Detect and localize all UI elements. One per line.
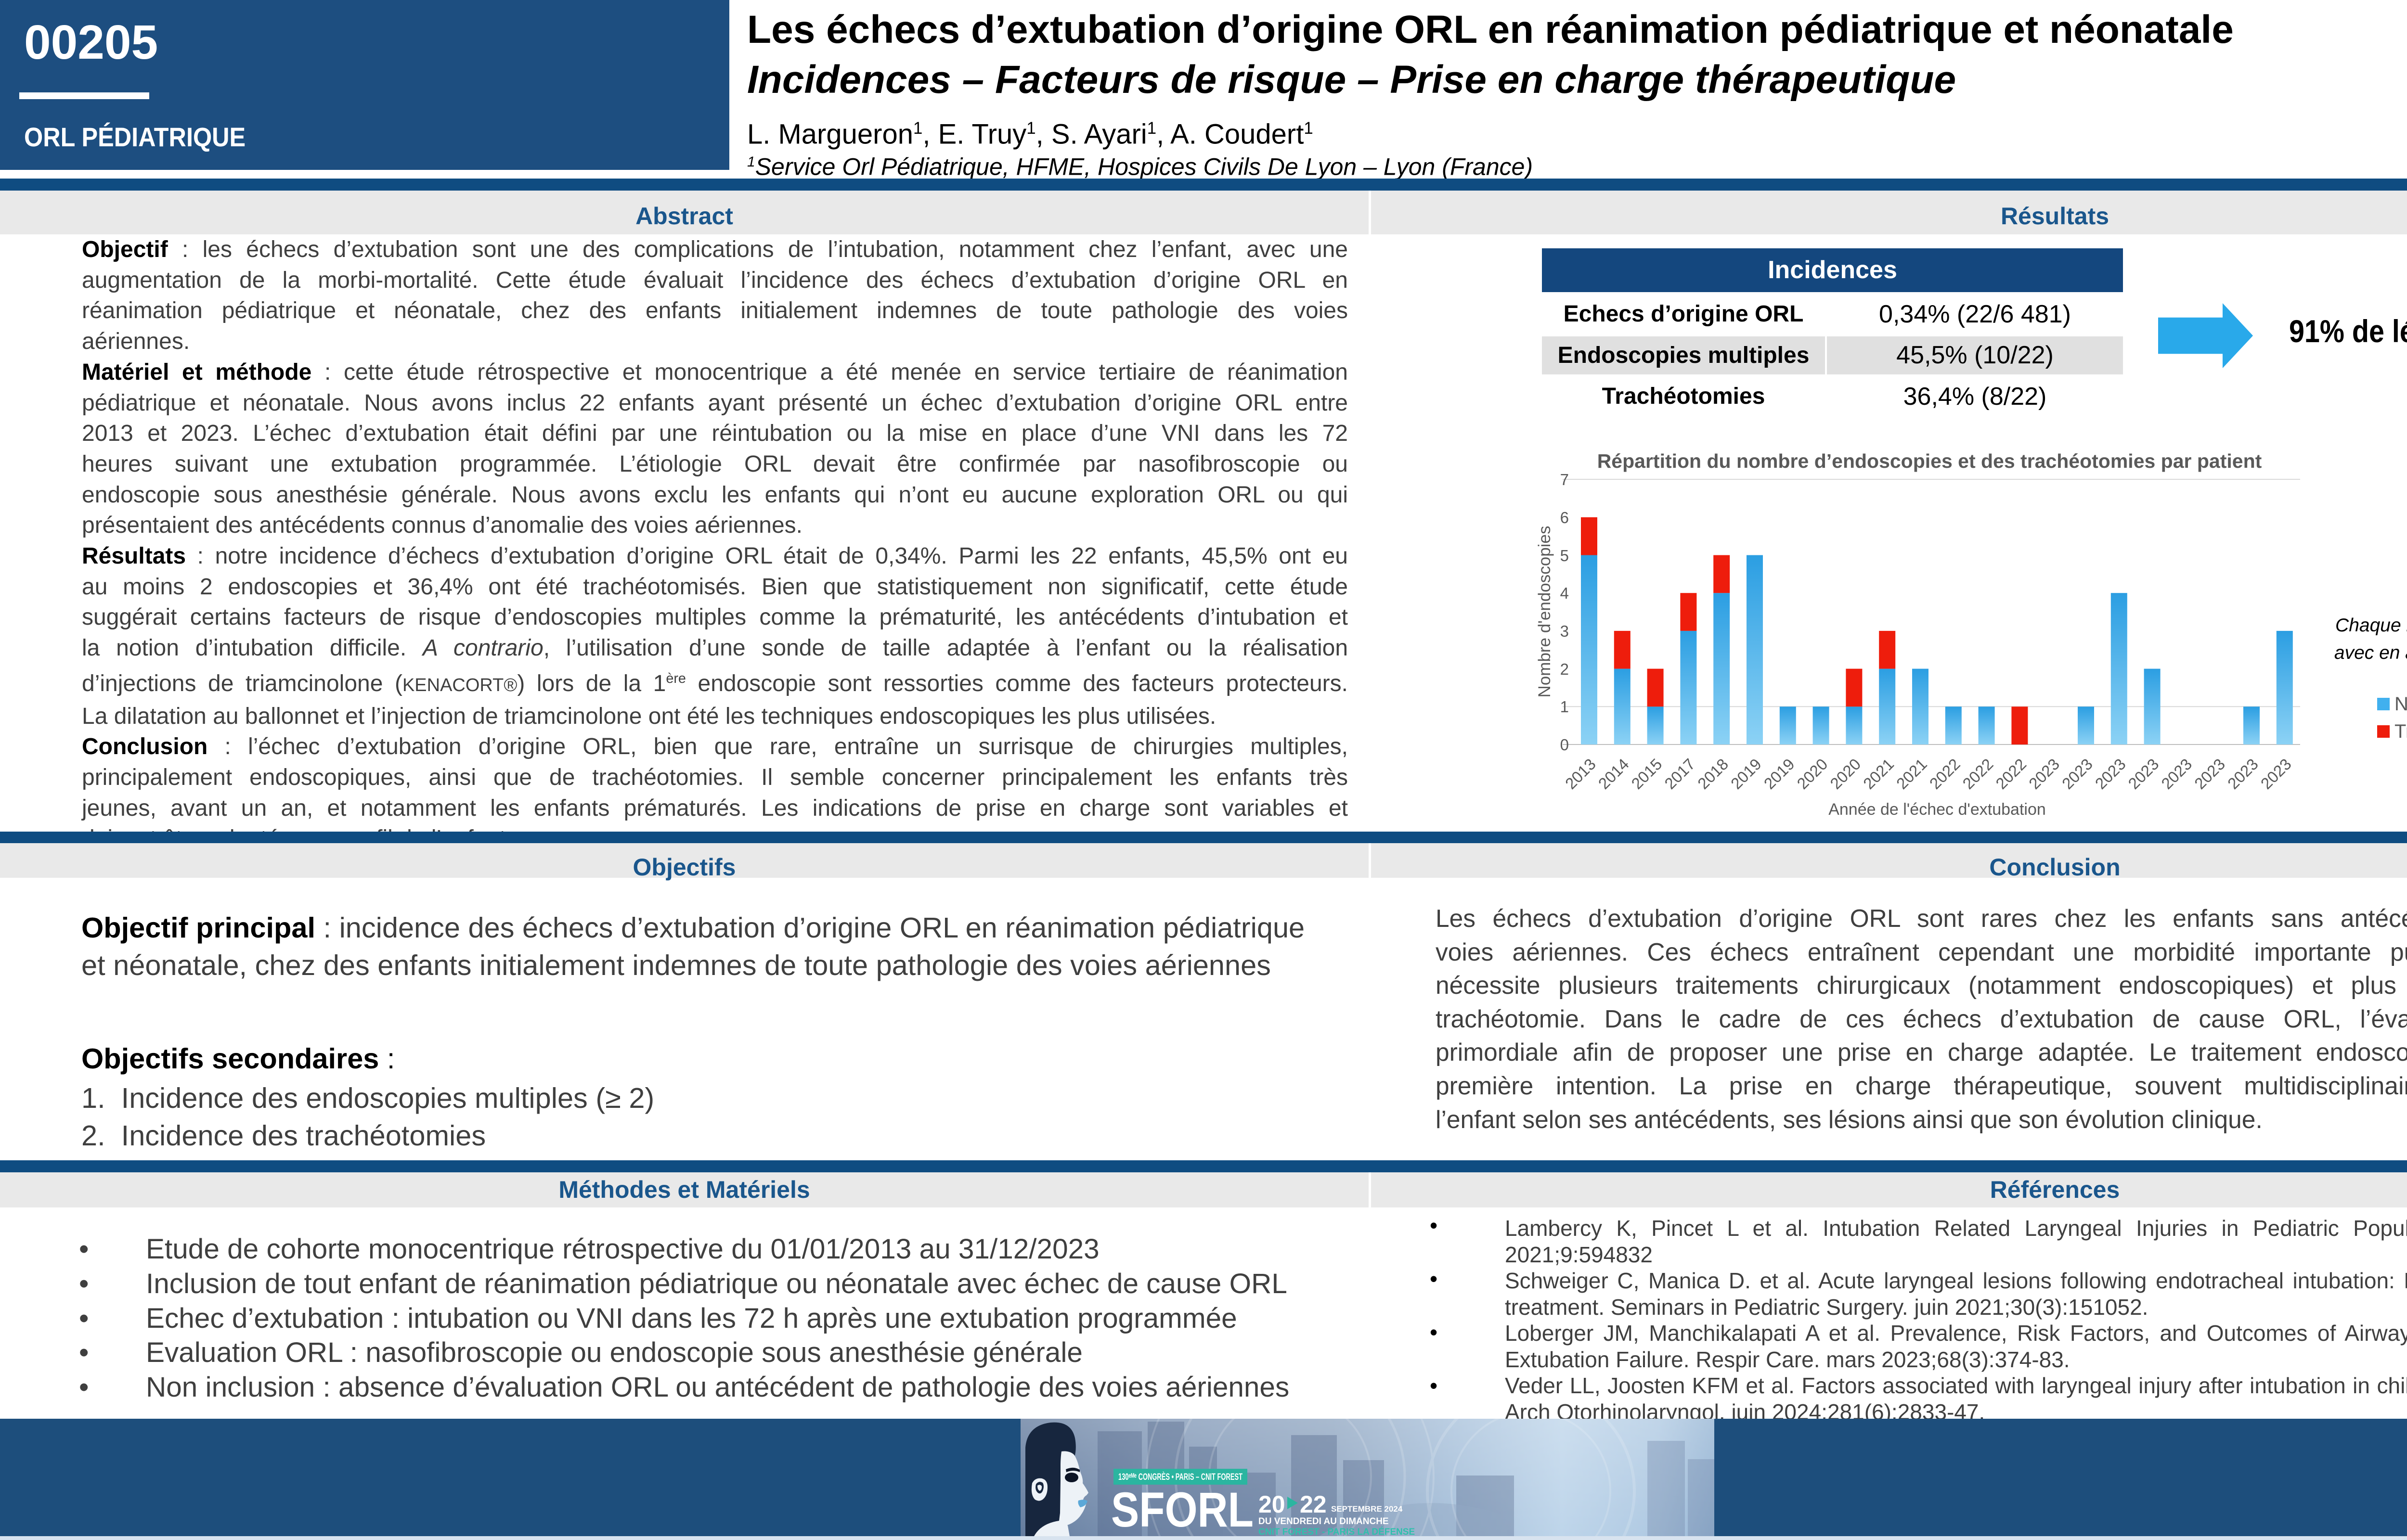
svg-text:3: 3 xyxy=(1560,622,1569,640)
svg-text:CNIT FOREST - PARIS LA DÉFENSE: CNIT FOREST - PARIS LA DÉFENSE xyxy=(1258,1527,1415,1536)
svg-text:2023: 2023 xyxy=(2257,755,2295,793)
svg-text:0: 0 xyxy=(1560,736,1569,754)
svg-text:2018: 2018 xyxy=(1694,755,1732,793)
svg-text:Année de l'échec d'extubation: Année de l'échec d'extubation xyxy=(1828,800,2046,819)
svg-text:2022: 2022 xyxy=(1992,755,2030,793)
svg-text:Répartition du nombre d’endosc: Répartition du nombre d’endoscopies et d… xyxy=(1597,450,2262,472)
svg-text:2022: 2022 xyxy=(1926,755,1964,793)
svg-text:DU VENDREDI AU DIMANCHE: DU VENDREDI AU DIMANCHE xyxy=(1258,1516,1389,1527)
svg-text:2015: 2015 xyxy=(1628,755,1665,793)
svg-text:2014: 2014 xyxy=(1595,755,1632,793)
svg-text:2023: 2023 xyxy=(2124,755,2162,793)
svg-text:SFORL: SFORL xyxy=(1111,1482,1254,1536)
svg-text:2013: 2013 xyxy=(1562,755,1599,793)
svg-text:20: 20 xyxy=(1258,1491,1285,1518)
svg-text:2023: 2023 xyxy=(2092,755,2129,793)
svg-text:2019: 2019 xyxy=(1727,755,1765,793)
svg-text:SEPTEMBRE 2024: SEPTEMBRE 2024 xyxy=(1331,1504,1403,1514)
svg-text:2023: 2023 xyxy=(2058,755,2096,793)
svg-text:2019: 2019 xyxy=(1760,755,1798,793)
svg-text:2: 2 xyxy=(1560,660,1569,678)
svg-text:130ᵉᴹᵉ CONGRÈS • PARIS – CNIT: 130ᵉᴹᵉ CONGRÈS • PARIS – CNIT FOREST xyxy=(1118,1472,1242,1482)
svg-text:2021: 2021 xyxy=(1860,755,1897,793)
svg-text:2022: 2022 xyxy=(1959,755,1996,793)
svg-text:2023: 2023 xyxy=(2224,755,2262,793)
svg-text:5: 5 xyxy=(1560,547,1569,565)
svg-text:6: 6 xyxy=(1560,509,1569,526)
svg-text:Nombre d'endoscopies: Nombre d'endoscopies xyxy=(1535,526,1554,698)
svg-text:2021: 2021 xyxy=(1893,755,1930,793)
svg-text:22: 22 xyxy=(1300,1491,1327,1518)
svg-text:2020: 2020 xyxy=(1793,755,1831,793)
svg-text:2023: 2023 xyxy=(2158,755,2195,793)
svg-text:2017: 2017 xyxy=(1661,755,1698,793)
svg-text:2023: 2023 xyxy=(2191,755,2228,793)
svg-text:7: 7 xyxy=(1560,471,1569,488)
svg-text:2023: 2023 xyxy=(2025,755,2063,793)
svg-text:4: 4 xyxy=(1560,584,1569,602)
svg-text:2020: 2020 xyxy=(1826,755,1864,793)
svg-text:1: 1 xyxy=(1560,698,1569,716)
